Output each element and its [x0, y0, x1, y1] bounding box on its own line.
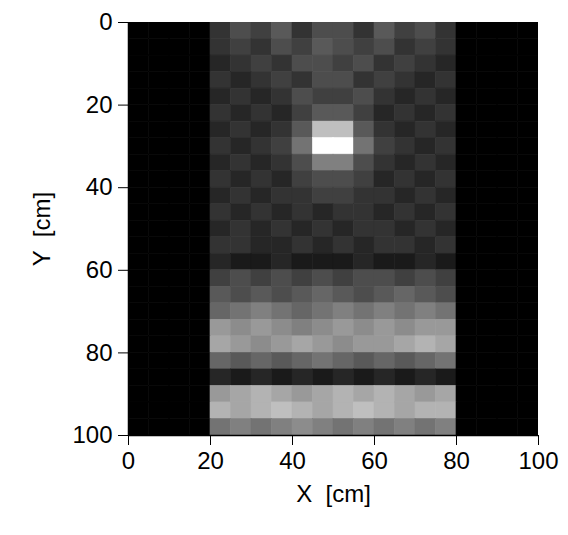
- svg-text:80: 80: [86, 339, 113, 366]
- svg-text:0: 0: [99, 8, 112, 35]
- svg-text:20: 20: [86, 91, 113, 118]
- svg-text:80: 80: [443, 447, 470, 474]
- svg-text:Y [cm]: Y [cm]: [28, 192, 55, 266]
- svg-text:100: 100: [518, 447, 558, 474]
- svg-text:40: 40: [86, 173, 113, 200]
- svg-text:60: 60: [86, 256, 113, 283]
- svg-text:40: 40: [279, 447, 306, 474]
- svg-text:0: 0: [122, 447, 135, 474]
- svg-text:100: 100: [72, 421, 112, 448]
- svg-text:60: 60: [361, 447, 388, 474]
- svg-text:X [cm]: X [cm]: [296, 480, 371, 507]
- svg-text:20: 20: [197, 447, 224, 474]
